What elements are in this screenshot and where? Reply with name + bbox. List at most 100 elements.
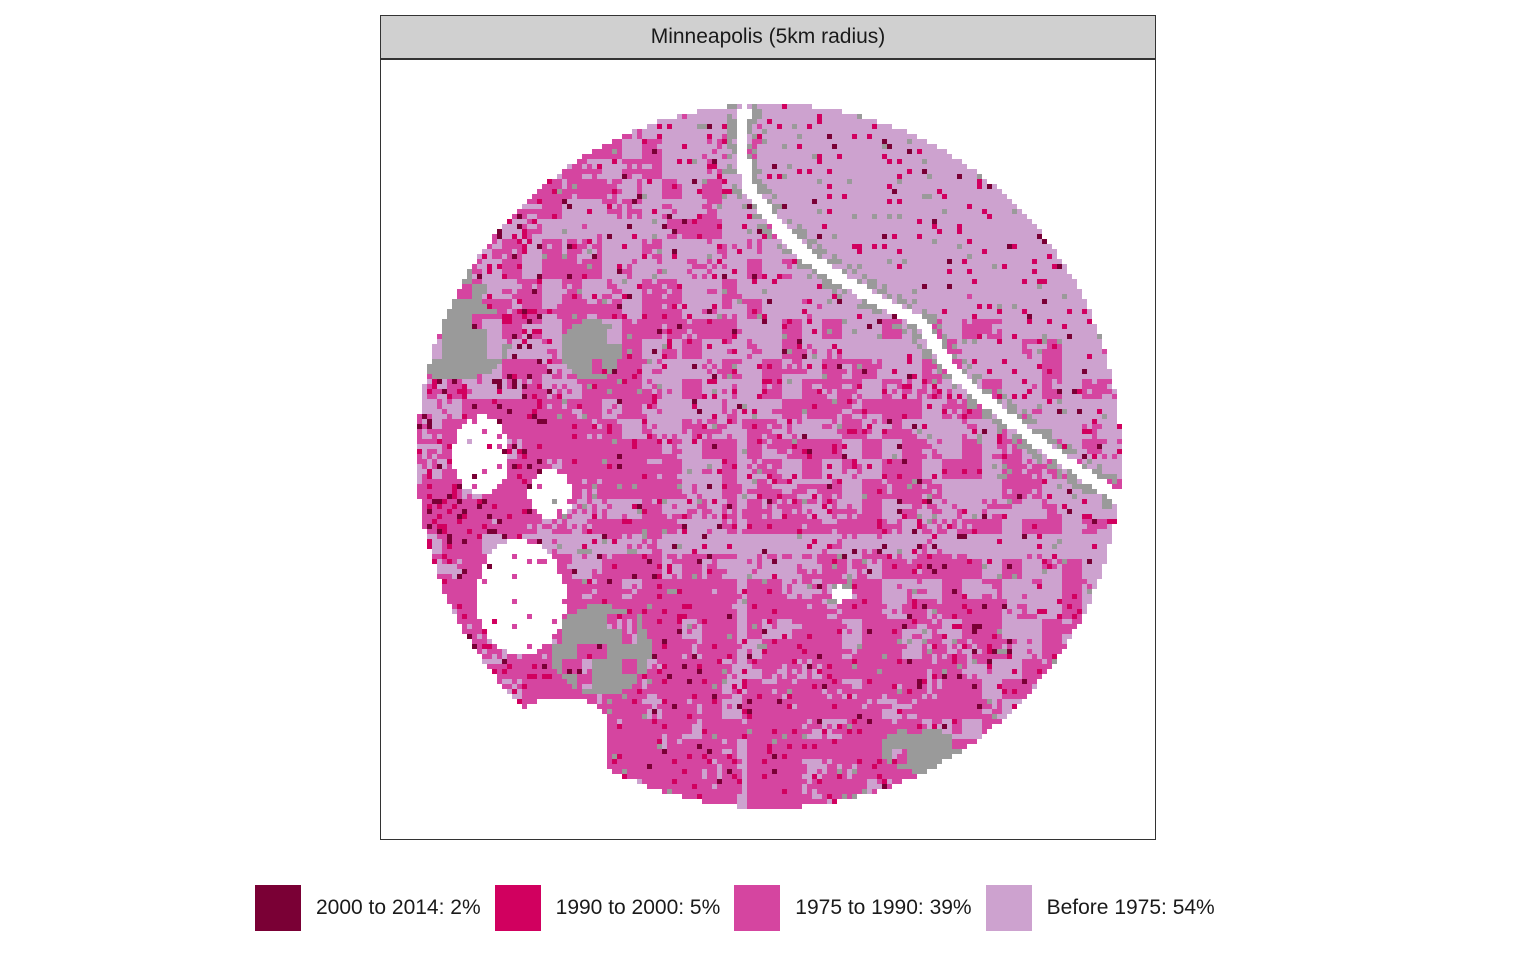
map-cell	[862, 254, 867, 259]
map-cell	[952, 224, 957, 229]
map-cell	[1027, 294, 1032, 299]
map-cell	[667, 259, 672, 264]
map-cell	[927, 194, 932, 199]
map-cell	[517, 224, 522, 229]
map-cell	[962, 344, 967, 349]
map-cell	[762, 324, 767, 329]
map-cell	[932, 309, 937, 314]
map-cell	[1062, 339, 1067, 344]
map-cell	[592, 289, 597, 294]
map-cell	[887, 349, 892, 354]
map-cell	[902, 189, 907, 194]
map-cell	[902, 254, 907, 259]
map-cell	[942, 294, 947, 299]
map-cell	[527, 209, 532, 214]
map-cell	[687, 339, 692, 344]
map-cell	[682, 299, 687, 304]
map-cell	[637, 314, 642, 319]
map-cell	[667, 194, 672, 199]
map-cell	[1052, 294, 1057, 299]
map-cell	[497, 259, 502, 264]
map-cell	[637, 284, 642, 289]
map-cell	[717, 344, 722, 349]
map-cell	[757, 359, 762, 364]
map-cell	[1002, 269, 1007, 274]
map-cell	[987, 184, 992, 189]
map-cell	[592, 279, 597, 284]
map-cell	[967, 354, 972, 359]
map-cell	[532, 279, 537, 284]
map-cell	[682, 114, 687, 119]
map-cell	[787, 114, 792, 119]
map-cell	[687, 239, 692, 244]
map-cell	[817, 254, 822, 259]
map-cell	[712, 274, 717, 279]
map-cell	[927, 199, 932, 204]
map-cell	[967, 189, 972, 194]
map-cell	[532, 229, 537, 234]
map-cell	[512, 264, 517, 269]
map-cell	[532, 299, 537, 304]
map-cell	[532, 284, 537, 289]
map-cell	[792, 254, 797, 259]
map-cell	[862, 344, 867, 349]
map-cell	[767, 304, 772, 309]
map-cell	[552, 199, 557, 204]
map-cell	[1062, 334, 1067, 339]
map-cell	[617, 214, 622, 219]
map-cell	[842, 334, 847, 339]
map-cell	[497, 334, 502, 339]
map-cell	[817, 299, 822, 304]
map-cell	[732, 204, 737, 209]
map-cell	[737, 269, 742, 274]
map-cell	[1017, 294, 1022, 299]
map-cell	[777, 299, 782, 304]
map-cell	[637, 264, 642, 269]
map-cell	[462, 279, 467, 284]
map-cell	[702, 349, 707, 354]
map-cell	[1032, 254, 1037, 259]
map-cell	[882, 174, 887, 179]
map-cell	[582, 214, 587, 219]
map-cell	[857, 199, 862, 204]
map-cell	[532, 344, 537, 349]
map-cell	[747, 214, 752, 219]
map-cell	[1047, 304, 1052, 309]
map-cell	[927, 354, 932, 359]
map-cell	[1012, 239, 1017, 244]
map-cell	[557, 224, 562, 229]
map-cell	[962, 239, 967, 244]
map-cell	[572, 219, 577, 224]
map-cell	[657, 274, 662, 279]
map-cell	[842, 174, 847, 179]
map-cell	[1032, 229, 1037, 234]
map-cell	[912, 184, 917, 189]
map-cell	[677, 224, 682, 229]
map-cell	[717, 194, 722, 199]
map-cell	[1007, 349, 1012, 354]
map-cell	[727, 354, 732, 359]
map-cell	[997, 199, 1002, 204]
map-cell	[1002, 279, 1007, 284]
map-cell	[917, 329, 922, 334]
map-cell	[712, 244, 717, 249]
map-cell	[637, 249, 642, 254]
map-cell	[602, 149, 607, 154]
map-cell	[822, 329, 827, 334]
map-cell	[527, 229, 532, 234]
map-cell	[537, 204, 542, 209]
map-cell	[682, 149, 687, 154]
map-cell	[682, 294, 687, 299]
map-cell	[912, 354, 917, 359]
map-cell	[677, 324, 682, 329]
map-cell	[617, 354, 622, 359]
map-cell	[677, 359, 682, 364]
map-cell	[997, 334, 1002, 339]
map-cell	[842, 329, 847, 334]
map-cell	[872, 124, 877, 129]
map-cell	[797, 194, 802, 199]
map-cell	[697, 269, 702, 274]
map-cell	[842, 234, 847, 239]
map-cell	[647, 139, 652, 144]
map-cell	[832, 329, 837, 334]
